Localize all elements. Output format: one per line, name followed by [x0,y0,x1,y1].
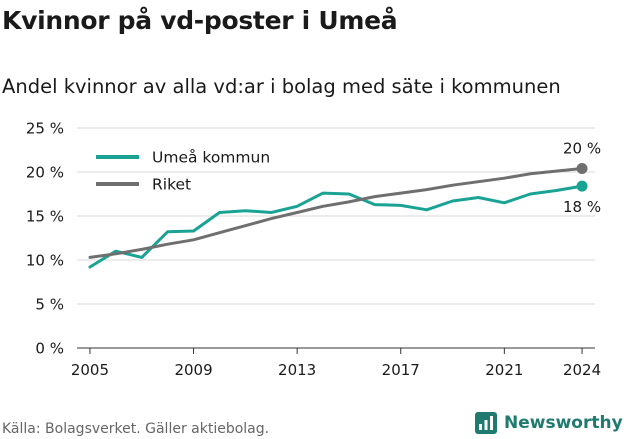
y-tick-label: 25 % [26,120,64,138]
series-line-0 [88,184,584,269]
y-tick-label: 0 % [35,340,64,358]
newsworthy-logo-icon [475,412,497,434]
series-end-label-0: 18 % [563,198,601,216]
brand-logo[interactable]: Newsworthy [475,409,623,437]
x-tick-label: 2024 [563,361,601,379]
legend-label-1: Riket [152,176,191,194]
legend-label-0: Umeå kommun [152,149,270,167]
gridlines [77,127,595,305]
y-tick-label: 15 % [26,208,64,226]
x-tick-label: 2009 [174,361,212,379]
axes: 0 % 5 % 10 % 15 % 20 % 25 % 2005 2009 2013 2017 20… [26,120,601,380]
source-note: Källa: Bolagsverket. Gäller aktiebolag. [2,421,270,437]
y-tick-label: 5 % [35,296,64,314]
series-end-label-1: 20 % [563,139,601,157]
series-lines [88,162,588,269]
x-tick-label: 2013 [278,361,316,379]
series-line-1 [88,167,584,259]
x-tick-label: 2021 [485,361,523,379]
chart-title: Kvinnor på vd-poster i Umeå [2,6,398,35]
brand-name: Newsworthy [504,413,623,433]
chart-subtitle: Andel kvinnor av alla vd:ar i bolag med … [2,75,561,98]
y-tick-label: 10 % [26,252,64,270]
x-tick-label: 2005 [71,361,109,379]
legend: Umeå kommun Riket [96,149,270,194]
series-end-marker-0 [576,180,588,192]
end-labels: 18 % 20 % [563,139,601,216]
x-tick-label: 2017 [382,361,420,379]
series-end-marker-1 [576,162,588,174]
y-tick-label: 20 % [26,164,64,182]
